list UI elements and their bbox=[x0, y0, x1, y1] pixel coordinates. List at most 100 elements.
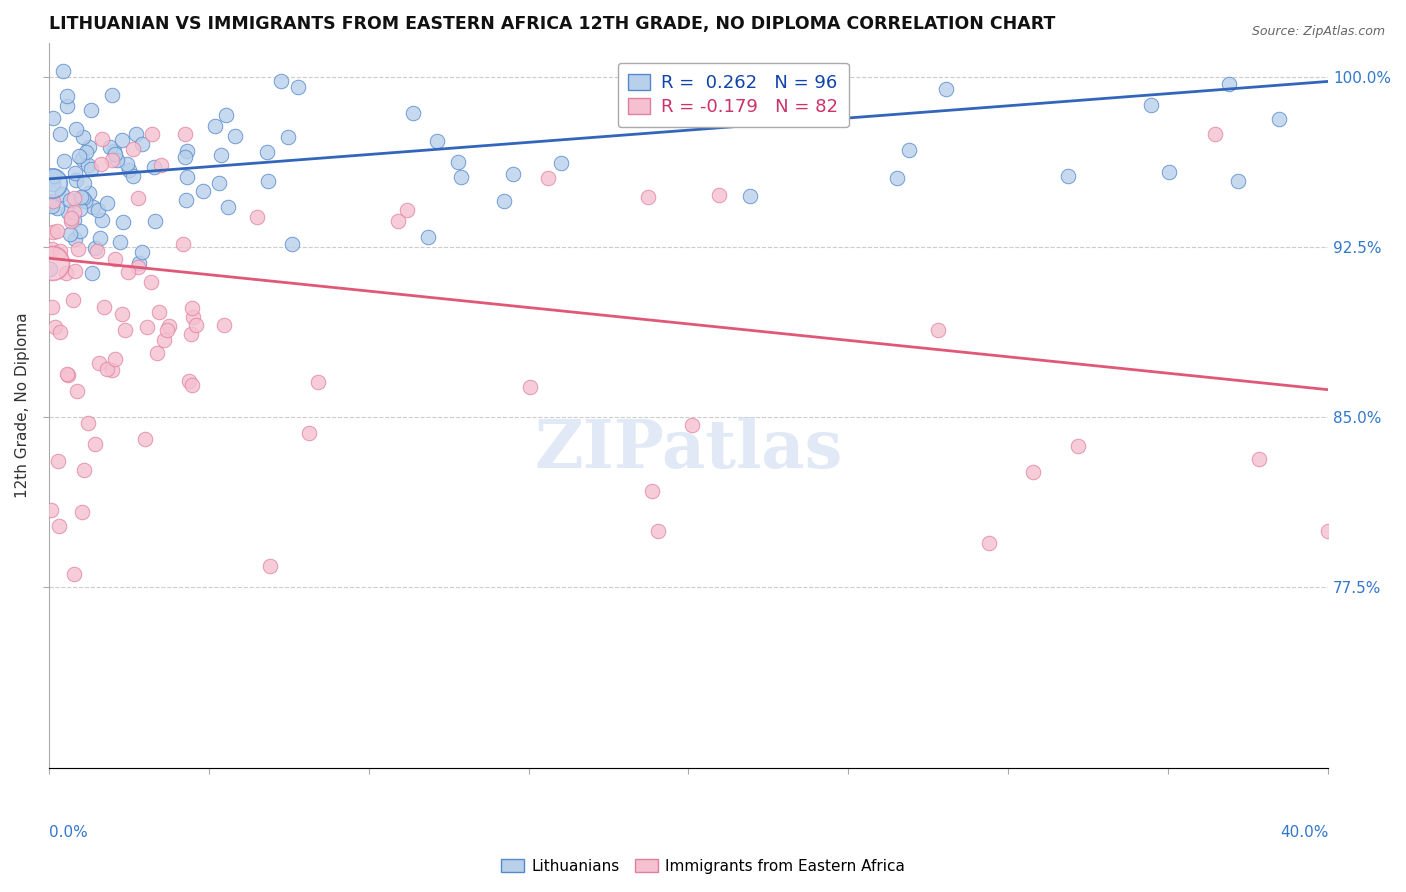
Point bbox=[60, 211, 83, 226]
Point bbox=[143, 214, 166, 228]
Point bbox=[67, 149, 90, 163]
Point bbox=[69, 202, 91, 216]
Text: 0.0%: 0.0% bbox=[49, 825, 87, 840]
Point bbox=[181, 310, 204, 324]
Point bbox=[59, 214, 82, 228]
Point bbox=[39, 261, 62, 276]
Point bbox=[66, 384, 89, 398]
Point bbox=[191, 184, 214, 198]
Point bbox=[63, 232, 86, 246]
Point bbox=[738, 189, 761, 203]
Point bbox=[41, 256, 63, 270]
Point bbox=[77, 186, 100, 201]
Point bbox=[73, 176, 96, 190]
Point bbox=[42, 111, 65, 125]
Point bbox=[519, 379, 541, 393]
Point bbox=[41, 300, 63, 314]
Point bbox=[426, 134, 449, 148]
Point bbox=[215, 108, 238, 122]
Point bbox=[90, 132, 112, 146]
Point bbox=[1139, 98, 1161, 112]
Point bbox=[281, 237, 304, 252]
Point bbox=[72, 191, 94, 205]
Point bbox=[46, 454, 69, 468]
Point bbox=[1316, 524, 1339, 538]
Point bbox=[176, 170, 198, 185]
Point bbox=[104, 252, 127, 266]
Point bbox=[41, 172, 63, 186]
Point bbox=[150, 158, 173, 172]
Point bbox=[246, 210, 269, 224]
Point bbox=[49, 127, 72, 141]
Point bbox=[101, 153, 124, 167]
Text: 40.0%: 40.0% bbox=[1279, 825, 1329, 840]
Point bbox=[39, 503, 62, 517]
Point bbox=[111, 307, 134, 321]
Point bbox=[80, 161, 103, 176]
Point bbox=[90, 157, 112, 171]
Point bbox=[89, 231, 111, 245]
Point bbox=[886, 170, 908, 185]
Point bbox=[90, 213, 112, 227]
Point bbox=[1057, 169, 1080, 183]
Point bbox=[56, 368, 79, 382]
Point bbox=[44, 169, 66, 184]
Point bbox=[86, 202, 108, 217]
Point bbox=[181, 377, 204, 392]
Point bbox=[49, 244, 72, 258]
Point bbox=[114, 323, 136, 337]
Point bbox=[96, 196, 118, 211]
Point bbox=[212, 318, 235, 332]
Point bbox=[641, 484, 664, 499]
Point bbox=[56, 88, 79, 103]
Point bbox=[75, 145, 97, 159]
Point bbox=[1067, 439, 1090, 453]
Point bbox=[83, 437, 105, 451]
Point bbox=[259, 559, 281, 574]
Legend: Lithuanians, Immigrants from Eastern Africa: Lithuanians, Immigrants from Eastern Afr… bbox=[495, 853, 911, 880]
Point bbox=[62, 293, 84, 307]
Point bbox=[41, 194, 63, 208]
Point bbox=[204, 120, 226, 134]
Point bbox=[39, 196, 62, 211]
Point bbox=[1022, 466, 1045, 480]
Point bbox=[59, 227, 82, 241]
Point bbox=[105, 153, 128, 167]
Point bbox=[136, 320, 159, 334]
Point bbox=[69, 224, 91, 238]
Point bbox=[46, 201, 69, 215]
Point bbox=[387, 213, 409, 227]
Point bbox=[52, 154, 75, 169]
Point bbox=[550, 156, 572, 170]
Point bbox=[73, 194, 96, 209]
Point bbox=[49, 325, 72, 339]
Point bbox=[446, 155, 468, 169]
Point bbox=[80, 266, 103, 280]
Point bbox=[257, 174, 280, 188]
Point bbox=[55, 368, 77, 382]
Point bbox=[1204, 127, 1226, 141]
Point bbox=[209, 148, 232, 162]
Point bbox=[416, 229, 439, 244]
Point bbox=[63, 264, 86, 278]
Point bbox=[41, 226, 63, 240]
Point bbox=[65, 173, 87, 187]
Point bbox=[122, 142, 145, 156]
Text: LITHUANIAN VS IMMIGRANTS FROM EASTERN AFRICA 12TH GRADE, NO DIPLOMA CORRELATION : LITHUANIAN VS IMMIGRANTS FROM EASTERN AF… bbox=[49, 15, 1054, 33]
Point bbox=[51, 186, 73, 201]
Point bbox=[103, 145, 125, 159]
Point bbox=[298, 425, 321, 440]
Point bbox=[41, 199, 63, 213]
Point bbox=[681, 417, 703, 432]
Point bbox=[174, 150, 197, 164]
Point bbox=[492, 194, 515, 208]
Point bbox=[1157, 165, 1180, 179]
Point bbox=[117, 265, 139, 279]
Point bbox=[122, 169, 145, 183]
Point bbox=[63, 205, 86, 219]
Point bbox=[52, 64, 75, 78]
Point bbox=[307, 375, 329, 389]
Point bbox=[48, 519, 70, 533]
Point bbox=[70, 505, 93, 519]
Point bbox=[146, 345, 169, 359]
